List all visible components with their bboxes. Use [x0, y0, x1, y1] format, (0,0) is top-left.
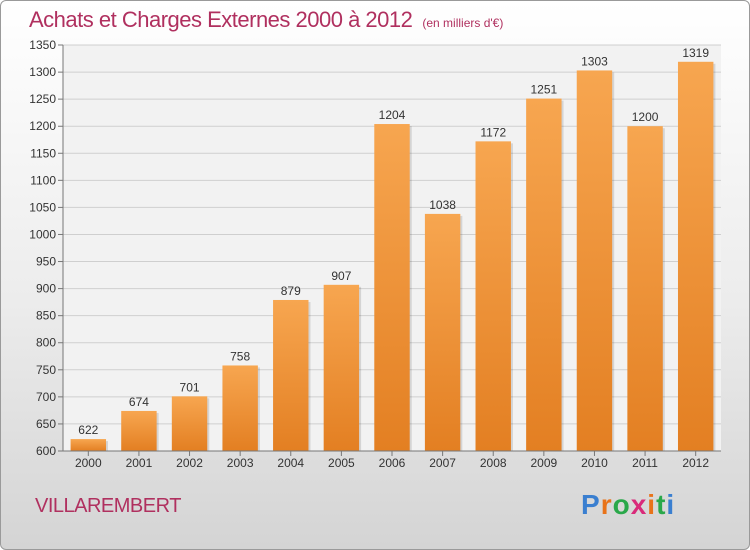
x-tick-label: 2010: [581, 456, 608, 470]
y-tick-label: 1250: [29, 92, 56, 106]
logo-letter: i: [647, 489, 657, 520]
x-tick-label: 2012: [682, 456, 709, 470]
data-label: 907: [331, 269, 351, 283]
x-tick-label: 2002: [176, 456, 203, 470]
bar: [526, 98, 562, 451]
bar: [273, 299, 309, 451]
x-tick-label: 2011: [632, 456, 658, 470]
x-tick-label: 2007: [429, 456, 456, 470]
data-label: 701: [180, 380, 200, 394]
y-tick-label: 650: [36, 417, 56, 431]
data-label: 1200: [632, 110, 659, 124]
y-tick-label: 800: [36, 336, 56, 350]
chart-subtitle: (en milliers d'€): [422, 16, 504, 30]
data-label: 879: [281, 284, 301, 298]
y-tick-label: 600: [36, 444, 56, 458]
bar: [627, 126, 663, 451]
y-tick-label: 850: [36, 309, 56, 323]
bar: [677, 61, 714, 451]
y-tick-label: 1150: [30, 146, 56, 160]
logo-letter: o: [612, 489, 631, 520]
y-tick-label: 1350: [29, 38, 56, 52]
title-text: Achats et Charges Externes 2000 à 2012: [29, 7, 413, 32]
commune-name: VILLAREMBERT: [35, 495, 181, 517]
bar: [171, 396, 208, 451]
y-tick-label: 900: [36, 282, 56, 296]
data-label: 1172: [480, 125, 506, 139]
bar: [323, 284, 360, 451]
y-tick-label: 750: [36, 363, 56, 377]
x-tick-label: 2004: [277, 456, 304, 470]
data-label: 1251: [530, 83, 557, 97]
x-tick-label: 2006: [379, 456, 406, 470]
y-tick-label: 1100: [30, 173, 56, 187]
x-tick-label: 2000: [75, 456, 102, 470]
y-tick-label: 700: [36, 390, 56, 404]
y-tick-label: 1050: [29, 200, 56, 214]
y-tick-label: 1300: [29, 65, 56, 79]
bars: 622 674 701 758 879 907 1204 1038 1172 1251 1303 12…: [70, 46, 716, 452]
logo-letter: t: [656, 489, 667, 520]
bar: [424, 213, 461, 451]
data-label: 1038: [429, 198, 456, 212]
logo-letter: P: [581, 489, 601, 520]
y-tick-label: 1000: [29, 227, 56, 241]
logo-letter: r: [600, 489, 613, 520]
x-tick-label: 2001: [126, 456, 153, 470]
data-label: 1204: [379, 108, 406, 122]
y-tick-label: 950: [36, 255, 56, 269]
y-tick-label: 1200: [29, 119, 56, 133]
proxiti-logo: Proxiti: [581, 489, 675, 521]
bar: [475, 141, 511, 451]
data-label: 758: [230, 349, 250, 363]
data-label: 622: [78, 423, 98, 437]
data-label: 1303: [581, 54, 608, 68]
chart-title: Achats et Charges Externes 2000 à 2012 (e…: [29, 7, 503, 33]
logo-letter: x: [630, 489, 648, 520]
x-tick-label: 2009: [530, 456, 557, 470]
data-label: 1319: [682, 46, 709, 60]
bar: [70, 439, 107, 451]
y-axis: 600 650 700 750 800 850 900 950 1000 1050 1100 1150…: [29, 38, 64, 458]
x-axis: 2000 2001 2002 2003 2004 2005 2006 2007 2008 2009…: [63, 450, 721, 470]
logo-letter: i: [666, 489, 676, 520]
x-tick-label: 2003: [227, 456, 254, 470]
x-tick-label: 2005: [328, 456, 355, 470]
data-label: 674: [129, 395, 149, 409]
bar: [222, 365, 258, 451]
bar: [576, 70, 613, 452]
bar: [374, 124, 410, 451]
x-tick-label: 2008: [480, 456, 507, 470]
bar: [121, 410, 157, 451]
